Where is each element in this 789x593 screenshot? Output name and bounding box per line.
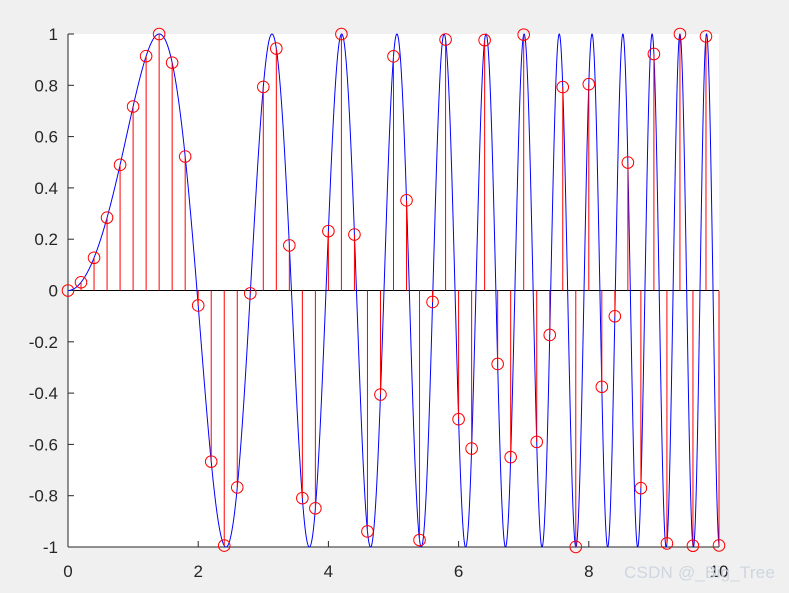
stem-marker (230, 481, 244, 494)
stem-marker (439, 33, 452, 46)
stem-marker (204, 455, 218, 468)
stem-marker (686, 539, 700, 553)
y-tick-label: -0.8 (29, 487, 58, 506)
stem-marker (178, 150, 192, 163)
stem-series (61, 27, 726, 554)
stem-marker (413, 533, 426, 547)
stem-marker (217, 539, 231, 552)
stem-marker (556, 80, 570, 94)
stem-marker (165, 56, 179, 69)
stem-marker (621, 156, 635, 169)
stem-marker (296, 491, 309, 505)
y-tick-label: 0.8 (34, 76, 58, 95)
stem-marker (191, 299, 205, 312)
stem-marker (634, 481, 648, 495)
stem-marker (673, 27, 687, 41)
stem-marker (595, 380, 609, 394)
y-tick-label: 0.2 (34, 230, 58, 249)
stem-marker (478, 33, 491, 47)
x-tick-label: 6 (454, 562, 463, 581)
stem-marker (712, 539, 726, 552)
stem-marker (100, 211, 114, 224)
y-tick-label: 0.4 (34, 179, 58, 198)
x-tick-label: 8 (584, 562, 593, 581)
y-tick-label: -0.6 (29, 435, 58, 454)
y-tick-label: 0 (49, 282, 58, 301)
stem-marker (660, 537, 674, 550)
x-tick-label: 4 (324, 562, 333, 581)
stem-marker (517, 28, 531, 41)
y-tick-label: 1 (49, 25, 58, 44)
y-tick-label: -0.4 (29, 384, 58, 403)
stem-marker (387, 50, 400, 63)
stem-marker (465, 442, 478, 455)
stem-marker (452, 412, 465, 426)
stem-marker (608, 309, 622, 323)
stem-marker (335, 27, 348, 41)
stem-marker (270, 42, 283, 55)
stem-marker (126, 100, 140, 113)
stem-marker (361, 525, 374, 538)
stem-marker (74, 275, 88, 289)
stem-marker (348, 228, 361, 241)
stem-marker (113, 158, 127, 172)
stem-marker (530, 435, 544, 449)
y-tick-label: 0.6 (34, 128, 58, 147)
y-tick-label: -1 (43, 538, 58, 557)
stem-marker (257, 80, 270, 94)
stem-marker (582, 77, 596, 91)
stem-marker (322, 224, 335, 238)
x-tick-label: 2 (193, 562, 202, 581)
watermark: CSDN @_Big_Tree (624, 563, 775, 582)
stem-marker (309, 502, 322, 515)
stem-marker (87, 251, 101, 265)
stem-marker (647, 47, 661, 61)
x-tick-label: 0 (63, 562, 72, 581)
stem-marker (426, 295, 439, 309)
stem-marker (374, 388, 387, 401)
stem-marker (699, 30, 713, 43)
stem-marker (491, 357, 504, 371)
stem-marker (569, 540, 583, 554)
x-tick-label: 10 (710, 562, 729, 581)
y-ticks: -1 -0.8 -0.6 -0.4 -0.2 0 0.2 0.4 0.6 0.8 1 (29, 25, 74, 557)
stem-marker (152, 27, 166, 41)
stem-marker (243, 287, 257, 300)
stem-marker (139, 49, 153, 63)
stem-marker (61, 284, 75, 297)
stem-marker (283, 239, 296, 252)
stem-marker (543, 328, 557, 342)
stem-marker (400, 194, 413, 207)
y-tick-label: -0.2 (29, 333, 58, 352)
stem-marker (504, 450, 517, 464)
